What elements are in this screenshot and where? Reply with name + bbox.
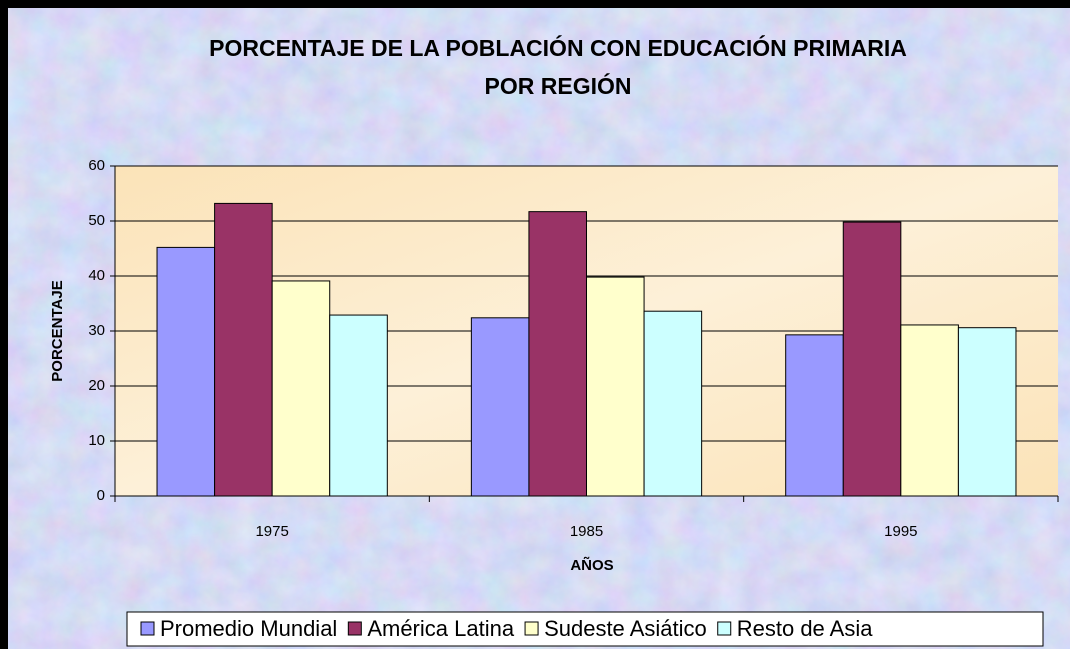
legend-swatch xyxy=(717,621,732,636)
x-tick-label: 1995 xyxy=(884,523,917,540)
bar xyxy=(785,334,844,497)
legend-swatch xyxy=(347,621,362,636)
legend-swatch xyxy=(524,621,539,636)
y-axis-label: PORCENTAJE xyxy=(49,280,66,381)
bar xyxy=(271,280,331,497)
bar xyxy=(470,317,530,497)
x-tick-label: 1985 xyxy=(570,523,603,540)
legend-box xyxy=(126,611,1044,647)
y-tick-label: 40 xyxy=(88,267,105,284)
legend-swatch xyxy=(140,621,155,636)
bar xyxy=(900,324,959,497)
y-tick-label: 30 xyxy=(88,322,105,339)
chart-title: POR REGIÓN xyxy=(485,72,632,99)
y-tick-label: 20 xyxy=(88,377,105,394)
bar xyxy=(957,327,1017,497)
x-tick-label: 1975 xyxy=(255,523,288,540)
legend-label: América Latina xyxy=(367,616,515,641)
legend-label: Sudeste Asiático xyxy=(544,616,707,641)
bar xyxy=(586,276,645,497)
x-axis-label: AÑOS xyxy=(570,556,613,574)
legend-label: Promedio Mundial xyxy=(160,616,337,641)
bar xyxy=(214,202,273,497)
bar xyxy=(643,310,703,497)
y-tick-label: 60 xyxy=(88,157,105,174)
legend-label: Resto de Asia xyxy=(737,616,874,641)
bar xyxy=(156,246,216,497)
y-tick-label: 10 xyxy=(88,432,105,449)
y-tick-label: 0 xyxy=(97,487,105,504)
bar xyxy=(842,221,902,497)
y-tick-label: 50 xyxy=(88,212,105,229)
bar xyxy=(528,211,588,497)
chart-title: PORCENTAJE DE LA POBLACIÓN CON EDUCACIÓN… xyxy=(209,34,907,61)
bar xyxy=(329,314,388,497)
